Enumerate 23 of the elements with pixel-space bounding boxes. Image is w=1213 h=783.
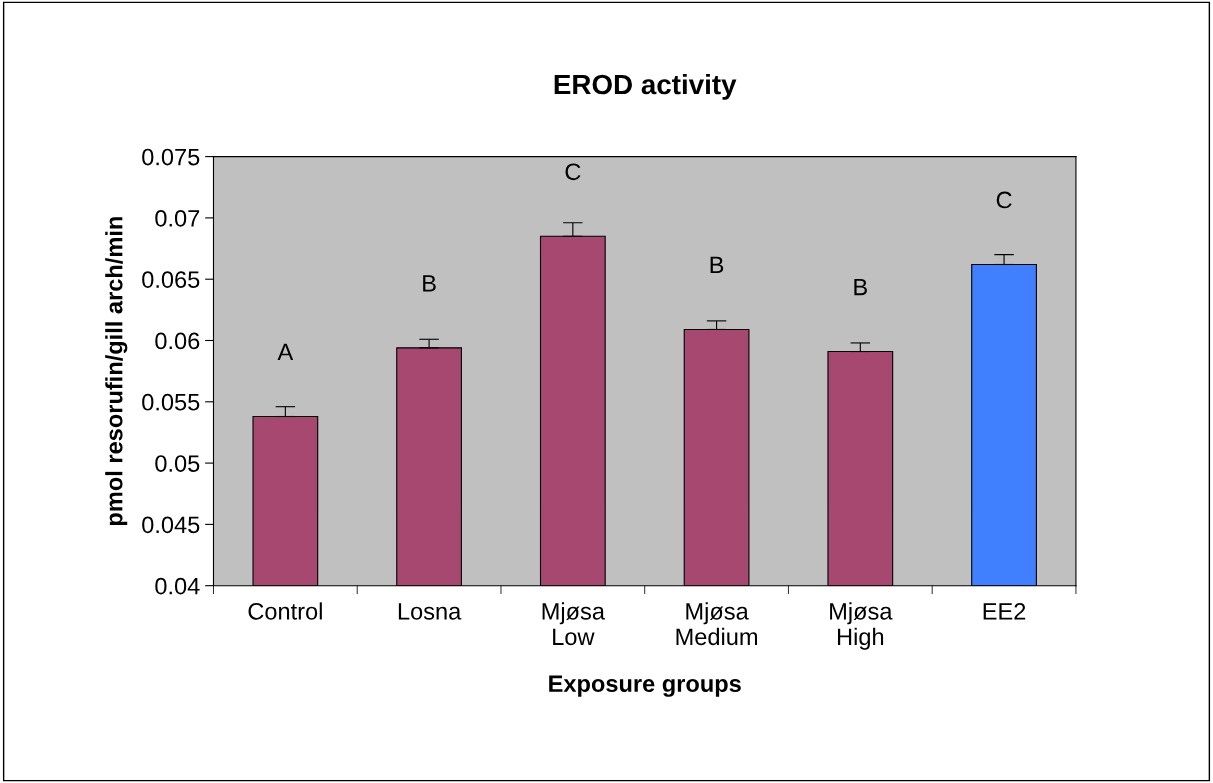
y-tick-label: 0.075 (142, 148, 200, 166)
x-tick-label: Mjøsa High (830, 602, 893, 650)
y-tick-label: 0.065 (142, 271, 200, 288)
annotation: C (996, 191, 1012, 209)
x-tick-label: Losna (398, 603, 462, 620)
x-tick-label: Mjøsa Medium (676, 602, 758, 646)
annotation: B (423, 275, 436, 292)
annotation: B (854, 278, 867, 296)
y-tick-label: 0.05 (155, 455, 200, 472)
annotation: A (277, 343, 294, 361)
y-tick-label: 0.04 (155, 577, 200, 595)
chart-title: EROD activity (554, 73, 737, 100)
annotation: B (710, 256, 724, 274)
y-tick-label: 0.045 (142, 516, 200, 534)
x-axis-title: Exposure groups (549, 675, 741, 697)
x-tick-label: Control (248, 602, 322, 620)
y-tick-label: 0.07 (155, 209, 200, 227)
y-tick-label: 0.06 (155, 332, 200, 350)
x-tick-label: EE2 (983, 602, 1026, 620)
x-tick-label: Mjøsa Low (542, 602, 605, 646)
y-tick-label: 0.055 (142, 393, 200, 411)
annotation: C (565, 163, 581, 181)
y-axis-title: pmol resorufin/gill arch/min (105, 217, 128, 526)
